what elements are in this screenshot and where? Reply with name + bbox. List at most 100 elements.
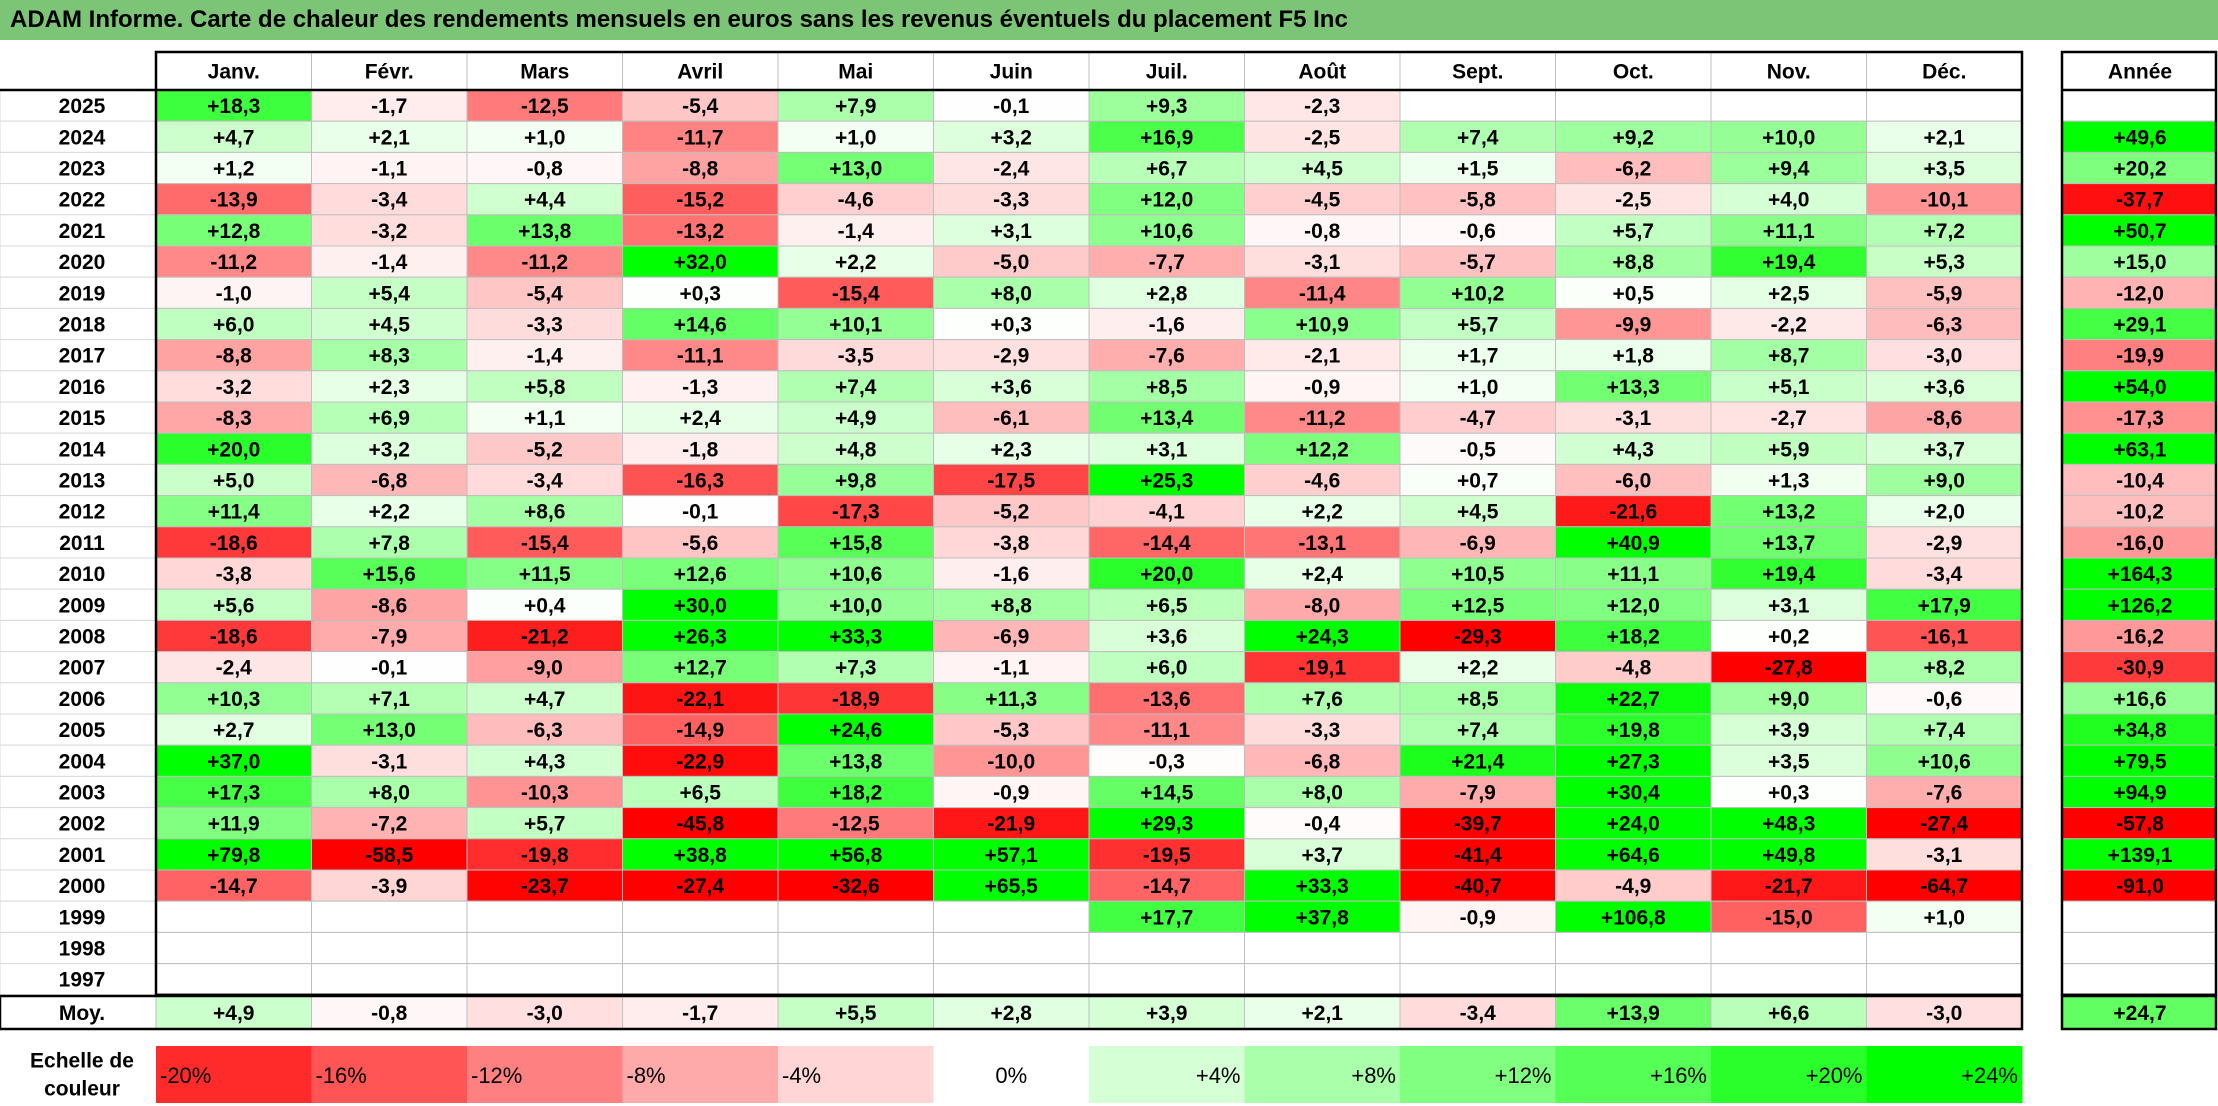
heatmap-cell-value: -18,9 xyxy=(832,688,880,711)
heatmap-cell-value: -3,2 xyxy=(371,220,407,243)
heatmap-cell xyxy=(466,775,623,809)
heatmap-cell xyxy=(1866,151,2023,185)
heatmap-cell-value: +7,6 xyxy=(1302,688,1343,711)
year-label-cell xyxy=(0,463,157,497)
heatmap-cell-value: +4,5 xyxy=(1457,501,1499,524)
year-label-cell xyxy=(0,682,157,715)
heatmap-cell-value: +4,8 xyxy=(835,438,877,461)
heatmap-cell xyxy=(622,838,779,871)
heatmap-cell-value: -3,4 xyxy=(1926,563,1963,586)
heatmap-cell-value: -16,3 xyxy=(676,470,724,493)
year-label-cell xyxy=(0,214,157,247)
heatmap-cell-value: -3,4 xyxy=(527,470,564,493)
heatmap-cell-value: +0,4 xyxy=(524,594,566,617)
heatmap-cell xyxy=(933,900,1090,933)
annual-cell xyxy=(2061,744,2217,777)
heatmap-cell-value: +13,3 xyxy=(1607,376,1660,399)
heatmap-cell-value: +14,6 xyxy=(674,314,727,337)
heatmap-cell-value: +13,7 xyxy=(1762,532,1815,555)
heatmap-cell-value: +12,7 xyxy=(674,657,727,680)
heatmap-cell-value: +7,8 xyxy=(369,532,411,555)
heatmap-cell xyxy=(1088,495,1245,528)
heatmap-cell-value: +7,4 xyxy=(1924,719,1966,742)
average-cell-value: +2,8 xyxy=(991,1002,1033,1025)
heatmap-cell xyxy=(1555,183,1712,216)
heatmap-cell xyxy=(622,151,779,185)
heatmap-cell-value: +20,0 xyxy=(1140,563,1193,586)
annual-cell-value: -16,2 xyxy=(2116,626,2164,649)
heatmap-cell xyxy=(1088,744,1245,777)
heatmap-cell-value: -19,1 xyxy=(1298,657,1346,680)
heatmap-cell xyxy=(777,588,934,621)
heatmap-cell xyxy=(1399,744,1556,777)
heatmap-cell xyxy=(1244,838,1401,871)
heatmap-cell-value: +12,2 xyxy=(1296,438,1349,461)
heatmap-cell xyxy=(777,307,934,341)
heatmap-cell-value: +4,7 xyxy=(213,126,254,149)
heatmap-cell-value: -14,7 xyxy=(210,875,258,898)
heatmap-cell-value: +9,2 xyxy=(1613,126,1654,149)
heatmap-cell xyxy=(622,619,779,653)
heatmap-cell-value: +0,3 xyxy=(680,282,721,305)
scale-step-label: +16% xyxy=(1650,1063,1707,1088)
heatmap-cell xyxy=(1244,557,1401,590)
heatmap-cell-value: +8,6 xyxy=(524,501,565,524)
heatmap-cell-value: +4,3 xyxy=(524,750,565,773)
heatmap-cell-value: -19,5 xyxy=(1143,844,1191,867)
heatmap-cell xyxy=(1710,775,1867,809)
heatmap-cell xyxy=(1088,807,1245,840)
heatmap-cell xyxy=(1866,557,2023,590)
heatmap-cell-value: +7,4 xyxy=(835,376,877,399)
heatmap-cell xyxy=(1088,370,1245,403)
heatmap-cell-value: +2,2 xyxy=(1302,501,1343,524)
scale-swatch xyxy=(1555,1046,1712,1103)
annual-cell-value: -12,0 xyxy=(2116,282,2164,305)
heatmap-cell xyxy=(1244,963,1401,996)
average-cell-value: +6,6 xyxy=(1768,1002,1809,1025)
column-header-6: Juil. xyxy=(1146,61,1188,84)
heatmap-cell-value: +9,0 xyxy=(1768,688,1809,711)
heatmap-cell xyxy=(622,557,779,590)
heatmap-cell xyxy=(155,557,312,590)
heatmap-cell-value: -18,6 xyxy=(210,626,258,649)
annual-cell-value: -91,0 xyxy=(2116,875,2164,898)
annual-header-cell xyxy=(2061,51,2217,91)
heatmap-cell xyxy=(311,307,468,341)
heatmap-cell xyxy=(466,276,623,309)
heatmap-cell xyxy=(155,807,312,840)
heatmap-cell-value: +2,5 xyxy=(1768,282,1810,305)
heatmap-cell-value: +2,2 xyxy=(369,501,410,524)
heatmap-cell-value: +2,3 xyxy=(991,438,1032,461)
column-header-11: Déc. xyxy=(1922,61,1966,84)
scale-swatch xyxy=(933,1046,1090,1103)
average-cell-value: -3,4 xyxy=(1460,1002,1497,1025)
heatmap-cell-value: -7,9 xyxy=(1460,782,1496,805)
heatmap-cell-value: +4,5 xyxy=(1302,158,1344,181)
heatmap-cell-value: -4,8 xyxy=(1615,657,1652,680)
year-label-cell xyxy=(0,432,157,465)
heatmap-cell xyxy=(1866,619,2023,653)
heatmap-cell xyxy=(155,463,312,497)
heatmap-cell-value: +8,8 xyxy=(1613,251,1655,274)
heatmap-cell-value: -3,0 xyxy=(1926,345,1962,368)
heatmap-cell xyxy=(466,183,623,216)
heatmap-cell-value: +27,3 xyxy=(1607,750,1660,773)
heatmap-cell-value: +64,6 xyxy=(1607,844,1660,867)
heatmap-cell xyxy=(1399,89,1556,122)
column-header-cell xyxy=(1088,51,1245,91)
scale-step-label: -8% xyxy=(627,1063,666,1088)
heatmap-cell xyxy=(933,245,1090,278)
heatmap-cell xyxy=(311,276,468,309)
heatmap-cell xyxy=(155,370,312,403)
heatmap-cell xyxy=(622,495,779,528)
annual-cell xyxy=(2061,900,2217,933)
heatmap-cell-value: +4,7 xyxy=(524,688,565,711)
heatmap-cell-value: -5,4 xyxy=(527,282,564,305)
heatmap-cell xyxy=(1399,245,1556,278)
heatmap-cell-value: +4,9 xyxy=(835,407,876,430)
heatmap-cell xyxy=(1710,869,1867,902)
heatmap-cell-value: +10,5 xyxy=(1451,563,1504,586)
heatmap-cell-value: +19,8 xyxy=(1607,719,1660,742)
heatmap-cell xyxy=(1710,89,1867,122)
annual-cell xyxy=(2061,432,2217,465)
